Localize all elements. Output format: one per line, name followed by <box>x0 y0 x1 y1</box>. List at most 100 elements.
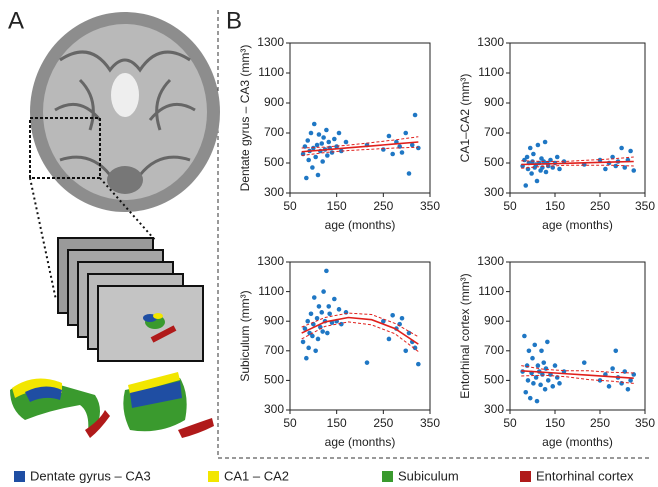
data-point <box>400 316 405 321</box>
x-tick-label: 250 <box>373 199 393 213</box>
data-point <box>626 387 631 392</box>
plot-frame <box>290 43 430 193</box>
y-axis-title: Dentate gyrus – CA3 (mm³) <box>238 45 252 192</box>
data-point <box>523 390 528 395</box>
plot-frame <box>510 43 645 193</box>
data-point <box>528 146 533 151</box>
data-point <box>526 378 531 383</box>
y-tick-label: 300 <box>484 402 504 416</box>
panel-label: A <box>8 7 24 34</box>
data-point <box>416 362 421 367</box>
data-point <box>407 331 412 336</box>
data-point <box>557 167 562 172</box>
data-point <box>324 128 329 133</box>
data-point <box>536 143 541 148</box>
legend-label: CA1 – CA2 <box>224 468 289 483</box>
x-tick-label: 250 <box>373 416 393 430</box>
data-point <box>403 131 408 136</box>
data-point <box>319 310 324 315</box>
data-point <box>324 269 329 274</box>
data-point <box>528 396 533 401</box>
data-point <box>553 363 558 368</box>
data-point <box>320 159 325 164</box>
y-tick-label: 300 <box>484 185 504 199</box>
data-point <box>317 132 322 137</box>
y-tick-label: 1300 <box>257 35 284 49</box>
data-point <box>339 322 344 327</box>
data-point <box>544 366 549 371</box>
y-tick-label: 1300 <box>257 254 284 268</box>
slice-stack <box>58 238 203 361</box>
data-point <box>603 167 608 172</box>
y-tick-label: 700 <box>264 125 284 139</box>
data-point <box>541 360 546 365</box>
x-tick-label: 350 <box>420 199 440 213</box>
y-tick-label: 1300 <box>477 254 504 268</box>
y-tick-label: 500 <box>484 373 504 387</box>
data-point <box>326 304 331 309</box>
y-tick-label: 1100 <box>258 284 284 298</box>
y-tick-label: 500 <box>264 373 284 387</box>
y-tick-label: 1300 <box>477 35 504 49</box>
figure: A B Dentate gyrus – CA3CA1 – CA2Subiculu… <box>0 0 658 487</box>
data-point <box>538 383 543 388</box>
data-point <box>613 349 618 354</box>
x-tick-label: 50 <box>283 199 297 213</box>
x-tick-label: 150 <box>545 416 565 430</box>
data-point <box>312 122 317 127</box>
data-point <box>390 152 395 157</box>
y-tick-label: 300 <box>264 402 284 416</box>
legend-swatch <box>520 471 531 482</box>
data-point <box>320 329 325 334</box>
data-point <box>310 165 315 170</box>
data-point <box>610 366 615 371</box>
x-axis-title: age (months) <box>542 435 613 449</box>
data-point <box>315 316 320 321</box>
data-point <box>317 304 322 309</box>
y-tick-label: 1100 <box>478 65 504 79</box>
x-tick-label: 250 <box>590 416 610 430</box>
data-point <box>527 349 532 354</box>
data-point <box>628 149 633 154</box>
data-point <box>326 140 331 145</box>
data-point <box>539 349 544 354</box>
x-tick-label: 50 <box>503 199 517 213</box>
data-point <box>304 356 309 361</box>
data-point <box>631 168 636 173</box>
x-tick-label: 50 <box>283 416 297 430</box>
data-point <box>546 378 551 383</box>
data-point <box>327 312 332 317</box>
data-point <box>321 135 326 140</box>
data-point <box>535 179 540 184</box>
y-tick-label: 1100 <box>478 284 504 298</box>
data-point <box>305 138 310 143</box>
data-point <box>407 171 412 176</box>
data-point <box>337 307 342 312</box>
x-axis-title: age (months) <box>542 218 613 232</box>
data-point <box>550 384 555 389</box>
data-point <box>325 331 330 336</box>
x-axis-title: age (months) <box>325 218 396 232</box>
y-axis-title: CA1–CA2 (mm³) <box>458 74 472 163</box>
data-point <box>365 360 370 365</box>
data-point <box>607 384 612 389</box>
data-point <box>545 340 550 345</box>
y-tick-label: 700 <box>484 125 504 139</box>
y-tick-label: 1100 <box>258 65 284 79</box>
y-tick-label: 900 <box>484 95 504 109</box>
legend: Dentate gyrus – CA3CA1 – CA2SubiculumEnt… <box>14 468 634 483</box>
data-point <box>306 346 311 351</box>
data-point <box>301 340 306 345</box>
data-point <box>522 334 527 339</box>
data-point <box>530 356 535 361</box>
x-tick-label: 350 <box>420 416 440 430</box>
data-point <box>413 113 418 118</box>
data-point <box>387 337 392 342</box>
data-point <box>319 141 324 146</box>
x-tick-label: 150 <box>327 199 347 213</box>
data-point <box>344 140 349 145</box>
data-point <box>529 171 534 176</box>
data-point <box>613 164 618 169</box>
data-point <box>313 349 318 354</box>
panel-label: B <box>226 7 242 34</box>
